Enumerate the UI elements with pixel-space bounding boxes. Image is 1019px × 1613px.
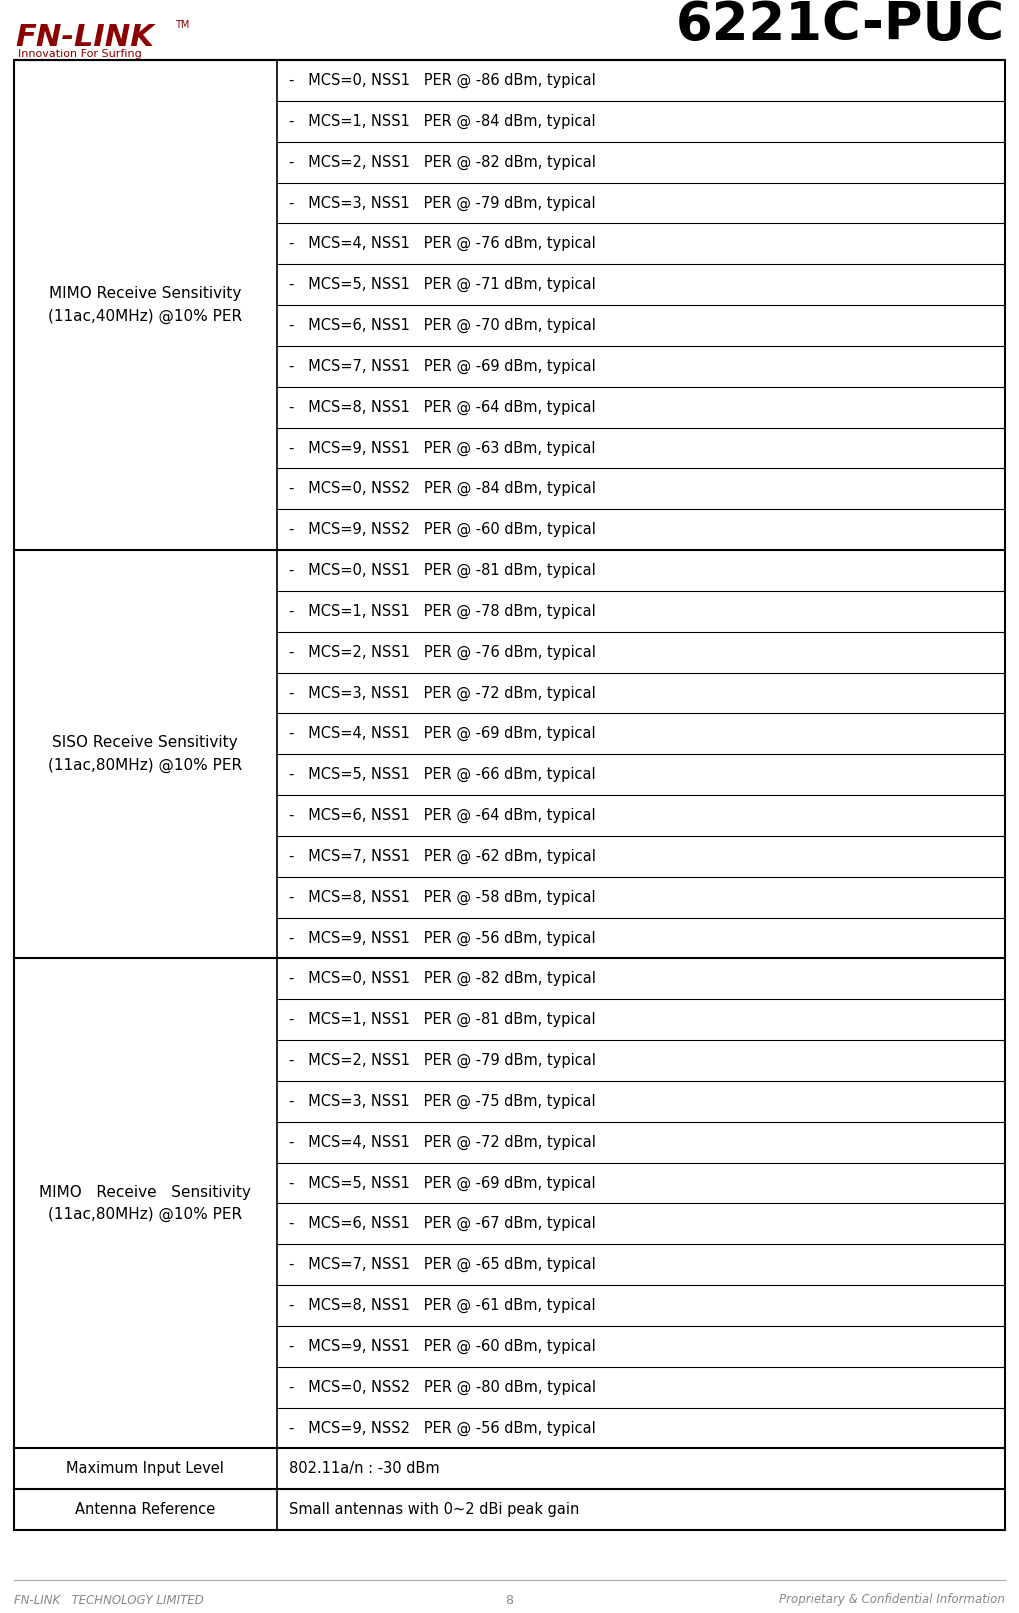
Text: -   MCS=6, NSS1   PER @ -70 dBm, typical: - MCS=6, NSS1 PER @ -70 dBm, typical [288,318,595,332]
Text: Small antennas with 0~2 dBi peak gain: Small antennas with 0~2 dBi peak gain [288,1502,579,1518]
Text: -   MCS=1, NSS1   PER @ -78 dBm, typical: - MCS=1, NSS1 PER @ -78 dBm, typical [288,603,595,619]
Text: 6221C-PUC: 6221C-PUC [676,0,1005,52]
Text: -   MCS=8, NSS1   PER @ -64 dBm, typical: - MCS=8, NSS1 PER @ -64 dBm, typical [288,400,595,415]
Text: -   MCS=6, NSS1   PER @ -67 dBm, typical: - MCS=6, NSS1 PER @ -67 dBm, typical [288,1216,595,1231]
Text: 802.11a/n : -30 dBm: 802.11a/n : -30 dBm [288,1461,439,1476]
Text: MIMO Receive Sensitivity
(11ac,40MHz) @10% PER: MIMO Receive Sensitivity (11ac,40MHz) @1… [48,286,243,324]
Text: -   MCS=0, NSS2   PER @ -80 dBm, typical: - MCS=0, NSS2 PER @ -80 dBm, typical [288,1379,596,1395]
Text: -   MCS=8, NSS1   PER @ -58 dBm, typical: - MCS=8, NSS1 PER @ -58 dBm, typical [288,889,595,905]
Text: -   MCS=1, NSS1   PER @ -84 dBm, typical: - MCS=1, NSS1 PER @ -84 dBm, typical [288,113,595,129]
Text: -   MCS=7, NSS1   PER @ -69 dBm, typical: - MCS=7, NSS1 PER @ -69 dBm, typical [288,358,595,374]
Text: -   MCS=4, NSS1   PER @ -76 dBm, typical: - MCS=4, NSS1 PER @ -76 dBm, typical [288,235,595,252]
Text: -   MCS=5, NSS1   PER @ -71 dBm, typical: - MCS=5, NSS1 PER @ -71 dBm, typical [288,277,595,292]
Text: -   MCS=2, NSS1   PER @ -82 dBm, typical: - MCS=2, NSS1 PER @ -82 dBm, typical [288,155,595,169]
Text: Proprietary & Confidential Information: Proprietary & Confidential Information [780,1594,1005,1607]
Text: FN-LINK: FN-LINK [15,24,154,53]
Text: SISO Receive Sensitivity
(11ac,80MHz) @10% PER: SISO Receive Sensitivity (11ac,80MHz) @1… [48,736,243,773]
Text: FN-LINK   TECHNOLOGY LIMITED: FN-LINK TECHNOLOGY LIMITED [14,1594,204,1607]
Text: -   MCS=7, NSS1   PER @ -65 dBm, typical: - MCS=7, NSS1 PER @ -65 dBm, typical [288,1257,595,1273]
Text: -   MCS=9, NSS1   PER @ -60 dBm, typical: - MCS=9, NSS1 PER @ -60 dBm, typical [288,1339,595,1353]
Text: -   MCS=6, NSS1   PER @ -64 dBm, typical: - MCS=6, NSS1 PER @ -64 dBm, typical [288,808,595,823]
Text: -   MCS=2, NSS1   PER @ -79 dBm, typical: - MCS=2, NSS1 PER @ -79 dBm, typical [288,1053,595,1068]
Text: -   MCS=5, NSS1   PER @ -66 dBm, typical: - MCS=5, NSS1 PER @ -66 dBm, typical [288,768,595,782]
Text: -   MCS=2, NSS1   PER @ -76 dBm, typical: - MCS=2, NSS1 PER @ -76 dBm, typical [288,645,595,660]
Text: Maximum Input Level: Maximum Input Level [66,1461,224,1476]
Text: -   MCS=1, NSS1   PER @ -81 dBm, typical: - MCS=1, NSS1 PER @ -81 dBm, typical [288,1011,595,1027]
Text: -   MCS=0, NSS1   PER @ -82 dBm, typical: - MCS=0, NSS1 PER @ -82 dBm, typical [288,971,595,987]
Text: -   MCS=9, NSS1   PER @ -56 dBm, typical: - MCS=9, NSS1 PER @ -56 dBm, typical [288,931,595,945]
Text: -   MCS=3, NSS1   PER @ -72 dBm, typical: - MCS=3, NSS1 PER @ -72 dBm, typical [288,686,595,700]
Text: 8: 8 [505,1594,513,1607]
Text: -   MCS=0, NSS1   PER @ -81 dBm, typical: - MCS=0, NSS1 PER @ -81 dBm, typical [288,563,595,577]
Text: -   MCS=9, NSS2   PER @ -60 dBm, typical: - MCS=9, NSS2 PER @ -60 dBm, typical [288,523,595,537]
Text: -   MCS=9, NSS2   PER @ -56 dBm, typical: - MCS=9, NSS2 PER @ -56 dBm, typical [288,1421,595,1436]
Text: -   MCS=0, NSS1   PER @ -86 dBm, typical: - MCS=0, NSS1 PER @ -86 dBm, typical [288,73,595,89]
Text: Antenna Reference: Antenna Reference [75,1502,215,1518]
Text: -   MCS=8, NSS1   PER @ -61 dBm, typical: - MCS=8, NSS1 PER @ -61 dBm, typical [288,1298,595,1313]
Text: -   MCS=4, NSS1   PER @ -72 dBm, typical: - MCS=4, NSS1 PER @ -72 dBm, typical [288,1134,595,1150]
Text: Innovation For Surfing: Innovation For Surfing [18,48,142,60]
Text: -   MCS=9, NSS1   PER @ -63 dBm, typical: - MCS=9, NSS1 PER @ -63 dBm, typical [288,440,595,455]
Text: -   MCS=4, NSS1   PER @ -69 dBm, typical: - MCS=4, NSS1 PER @ -69 dBm, typical [288,726,595,742]
Text: -   MCS=3, NSS1   PER @ -79 dBm, typical: - MCS=3, NSS1 PER @ -79 dBm, typical [288,195,595,211]
Text: -   MCS=0, NSS2   PER @ -84 dBm, typical: - MCS=0, NSS2 PER @ -84 dBm, typical [288,481,595,497]
Text: -   MCS=5, NSS1   PER @ -69 dBm, typical: - MCS=5, NSS1 PER @ -69 dBm, typical [288,1176,595,1190]
Text: -   MCS=7, NSS1   PER @ -62 dBm, typical: - MCS=7, NSS1 PER @ -62 dBm, typical [288,848,595,865]
Text: TM: TM [175,19,190,31]
Text: -   MCS=3, NSS1   PER @ -75 dBm, typical: - MCS=3, NSS1 PER @ -75 dBm, typical [288,1094,595,1108]
Text: MIMO   Receive   Sensitivity
(11ac,80MHz) @10% PER: MIMO Receive Sensitivity (11ac,80MHz) @1… [40,1184,252,1223]
